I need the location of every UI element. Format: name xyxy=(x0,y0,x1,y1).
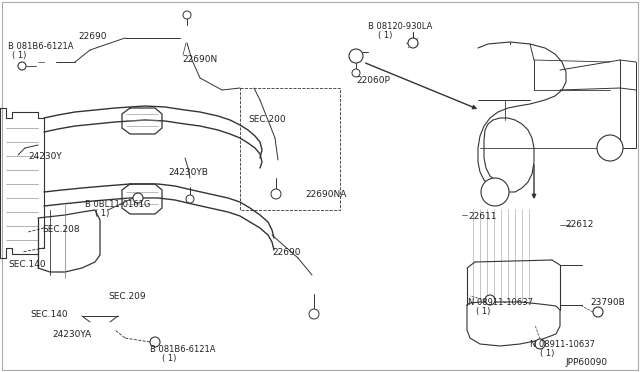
Circle shape xyxy=(349,49,363,63)
Circle shape xyxy=(597,135,623,161)
Text: SEC.209: SEC.209 xyxy=(108,292,146,301)
Bar xyxy=(368,22,458,84)
Text: B 081B6-6121A: B 081B6-6121A xyxy=(8,42,74,51)
Circle shape xyxy=(593,307,603,317)
Text: ( 1): ( 1) xyxy=(162,354,177,363)
Bar xyxy=(12,150,26,168)
Text: ( 1): ( 1) xyxy=(476,307,490,316)
Bar xyxy=(240,82,254,94)
Text: 22690: 22690 xyxy=(272,248,301,257)
Circle shape xyxy=(150,337,160,347)
Circle shape xyxy=(485,295,495,305)
Bar xyxy=(270,158,282,178)
Text: B 08120-930LA: B 08120-930LA xyxy=(368,22,433,31)
Text: N 08911-10637: N 08911-10637 xyxy=(468,298,533,307)
Text: 22690N: 22690N xyxy=(182,55,217,64)
Circle shape xyxy=(408,38,418,48)
Text: 22060P: 22060P xyxy=(356,76,390,85)
Text: 23790B: 23790B xyxy=(590,298,625,307)
Circle shape xyxy=(133,193,143,203)
Bar xyxy=(38,55,56,69)
Bar xyxy=(535,240,545,252)
Text: ( 1): ( 1) xyxy=(95,209,109,218)
Bar xyxy=(308,272,320,294)
Circle shape xyxy=(309,309,319,319)
Text: SEC.140: SEC.140 xyxy=(8,260,45,269)
Bar xyxy=(582,252,612,332)
Text: ( 1): ( 1) xyxy=(378,31,392,40)
Text: B 0BL11-0161G: B 0BL11-0161G xyxy=(85,200,150,209)
Bar xyxy=(535,220,545,232)
Text: 22612: 22612 xyxy=(565,220,593,229)
Text: SEC.208: SEC.208 xyxy=(42,225,79,234)
Circle shape xyxy=(352,69,360,77)
Circle shape xyxy=(183,11,191,19)
Text: 22611: 22611 xyxy=(468,212,497,221)
Circle shape xyxy=(271,189,281,199)
Text: N 08911-10637: N 08911-10637 xyxy=(530,340,595,349)
Text: ( 1): ( 1) xyxy=(540,349,554,358)
Bar xyxy=(467,205,535,305)
Text: SEC.140: SEC.140 xyxy=(30,310,68,319)
Text: JPP60090: JPP60090 xyxy=(565,358,607,367)
Bar xyxy=(90,322,110,338)
Bar xyxy=(535,260,545,272)
Text: 24230YB: 24230YB xyxy=(168,168,208,177)
Text: 24230Y: 24230Y xyxy=(28,152,61,161)
Circle shape xyxy=(535,339,545,349)
Text: SEC.200: SEC.200 xyxy=(248,115,285,124)
Bar xyxy=(182,25,192,43)
Circle shape xyxy=(481,178,509,206)
Circle shape xyxy=(186,195,194,203)
Text: 22690NA: 22690NA xyxy=(305,190,346,199)
Text: B 081B6-6121A: B 081B6-6121A xyxy=(150,345,216,354)
Bar xyxy=(184,175,196,187)
Bar xyxy=(535,280,545,292)
Text: ( 1): ( 1) xyxy=(12,51,26,60)
Text: 22690: 22690 xyxy=(78,32,106,41)
Circle shape xyxy=(18,62,26,70)
Text: 24230YA: 24230YA xyxy=(52,330,91,339)
